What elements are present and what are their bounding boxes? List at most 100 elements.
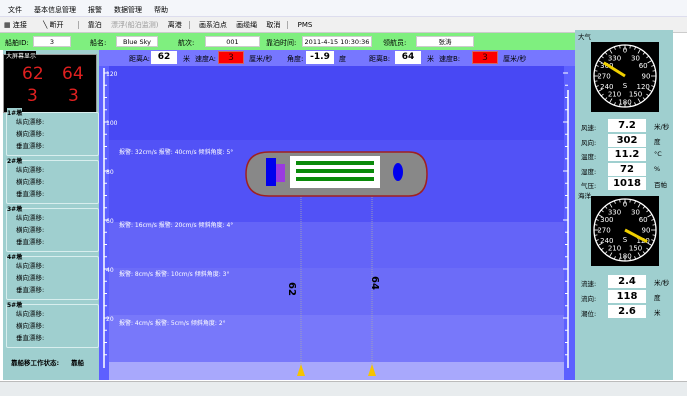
pier-title: 2#墩 xyxy=(7,156,23,165)
toolbar: ▦ 连接 ╲ 断开 靠泊 漂浮(船泊监测) 离港 画系泊点 画缆绳 取消 PMS xyxy=(0,17,687,33)
axis-tick-label: 80 xyxy=(106,169,114,176)
menu-basic-info[interactable]: 基本信息管理 xyxy=(34,6,76,14)
dial-label: 210 xyxy=(608,91,621,99)
dist-b-label: 距离B: xyxy=(369,55,391,63)
disconnect-label: 断开 xyxy=(49,21,64,29)
pier-drift-label: 横向漂移: xyxy=(16,178,45,186)
dial-label: 330 xyxy=(608,54,621,62)
pilot-field[interactable]: 张涛 xyxy=(416,36,474,47)
dial-label: 120 xyxy=(636,83,649,91)
axis-tick-label: 40 xyxy=(106,267,114,274)
angle-label: 角度: xyxy=(287,55,304,63)
float-button[interactable]: 漂浮(船泊监测) xyxy=(111,21,159,29)
ship-id-field[interactable]: 3 xyxy=(33,36,71,47)
dial-s-label: S xyxy=(623,236,628,244)
speed-a-label: 速度A: xyxy=(195,55,217,63)
speed-unit: 厘米/秒 xyxy=(503,55,527,63)
dial-label: 210 xyxy=(608,245,621,253)
reading-label: 潮位: xyxy=(581,310,597,318)
menu-alarm[interactable]: 报警 xyxy=(88,6,102,14)
reading-label: 温度: xyxy=(581,153,597,161)
reading-label: 湿度: xyxy=(581,167,597,176)
dial-label: 30 xyxy=(631,208,640,216)
pier-group: 1#墩 纵向漂移: 横向漂移: 垂直漂移: xyxy=(6,108,99,156)
cable-b-length: 64 xyxy=(369,276,380,290)
dial-label: 150 xyxy=(629,91,642,99)
big-speed-b: 3 xyxy=(68,86,79,106)
reading-value: 302 xyxy=(608,133,646,147)
dist-a-label: 距离A: xyxy=(129,55,151,63)
work-status-label: 靠船移工作状态: xyxy=(11,359,60,367)
angle-value: -1.9 xyxy=(306,51,334,64)
berth-time-field[interactable]: 2011-4-15 10:30:36 xyxy=(302,36,372,47)
ship-name-field[interactable]: Blue Sky xyxy=(116,36,158,47)
pier-drift-label: 垂直漂移: xyxy=(16,334,45,342)
dial-label: 150 xyxy=(629,245,642,253)
bollard-a-icon[interactable] xyxy=(297,364,305,376)
speed-unit: 厘米/秒 xyxy=(249,55,273,63)
speed-b-label: 速度B: xyxy=(439,55,461,63)
pier-drift-label: 横向漂移: xyxy=(16,130,45,138)
divider xyxy=(287,21,289,29)
connect-button[interactable]: ▦ 连接 xyxy=(4,21,27,29)
pier-drift-label: 横向漂移: xyxy=(16,322,45,330)
axis-tick-label: 100 xyxy=(106,120,118,127)
berth-button[interactable]: 靠泊 xyxy=(87,21,102,29)
unit-deg: 度 xyxy=(339,55,346,63)
pier-drift-label: 纵向漂移: xyxy=(16,118,45,126)
pier-drift-label: 横向漂移: xyxy=(16,226,45,234)
reading-value: 7.2 xyxy=(608,119,646,132)
reading-unit: 米/秒 xyxy=(654,279,670,287)
ship-name-label: 船名: xyxy=(90,39,107,47)
reading-value: 72 xyxy=(608,162,646,176)
dial-label: 30 xyxy=(631,54,640,62)
reading-unit: % xyxy=(654,164,661,173)
zone-label: 报警: 32cm/s 报警: 40cm/s 倾斜角度: 5° xyxy=(119,149,234,156)
bollard-b-icon[interactable] xyxy=(368,364,376,376)
menu-help[interactable]: 帮助 xyxy=(154,6,168,14)
sea-title: 海洋 xyxy=(578,192,591,200)
reading-label: 风向: xyxy=(581,138,597,147)
zone-label: 报警: 4cm/s 报警: 5cm/s 倾斜角度: 2° xyxy=(119,320,226,327)
dist-b-value: 64 xyxy=(395,51,421,64)
axis-tick-label: 20 xyxy=(106,316,114,323)
big-dist-a: 62 xyxy=(22,64,44,84)
ship-diagram: 120 100 80 60 40 20 62 64 xyxy=(103,68,569,376)
weather-title: 大气 xyxy=(578,33,591,41)
draw-mooring-point-button[interactable]: 画系泊点 xyxy=(198,21,227,29)
pier-drift-label: 纵向漂移: xyxy=(16,310,45,318)
pms-button[interactable]: PMS xyxy=(297,21,313,29)
menu-data[interactable]: 数据管理 xyxy=(114,6,142,14)
menu-file[interactable]: 文件 xyxy=(8,6,22,14)
reading-value: 2.4 xyxy=(608,275,646,288)
pier-drift-label: 垂直漂移: xyxy=(16,142,45,150)
disconnect-button[interactable]: ╲ 断开 xyxy=(43,21,64,29)
pier-group: 4#墩 纵向漂移: 横向漂移: 垂直漂移: xyxy=(6,252,99,300)
dial-label: 180 xyxy=(618,253,631,261)
pier-drift-label: 垂直漂移: xyxy=(16,190,45,198)
reading-label: 流向: xyxy=(581,295,597,303)
draw-cable-button[interactable]: 画缆绳 xyxy=(236,21,258,29)
dial-label: 300 xyxy=(600,216,613,224)
dist-a-value: 62 xyxy=(151,51,177,64)
measure-strip: 距离A: 62 米 速度A: 3 厘米/秒 角度: -1.9 度 距离B: 64… xyxy=(99,50,575,66)
unit-m: 米 xyxy=(427,55,434,63)
dial-label: 270 xyxy=(597,227,610,235)
big-screen-title: 大屏幕显示 xyxy=(6,51,37,60)
depart-button[interactable]: 离港 xyxy=(167,21,182,29)
ship[interactable] xyxy=(245,151,428,197)
voyage-field[interactable]: 001 xyxy=(205,36,260,47)
zone-label: 报警: 8cm/s 报警: 10cm/s 倾斜角度: 3° xyxy=(119,271,230,278)
monitor-canvas: 距离A: 62 米 速度A: 3 厘米/秒 角度: -1.9 度 距离B: 64… xyxy=(99,50,575,380)
pier-group: 2#墩 纵向漂移: 横向漂移: 垂直漂移: xyxy=(6,156,99,204)
pier-drift-label: 纵向漂移: xyxy=(16,214,45,222)
menu-bar: 文件 基本信息管理 报警 数据管理 帮助 xyxy=(0,0,687,17)
cancel-button[interactable]: 取消 xyxy=(266,21,281,29)
pier-title: 4#墩 xyxy=(7,252,23,261)
left-panel: 大屏幕显示 62 64 3 3 1#墩 纵向漂移: 横向漂移: 垂直漂移: 2#墩 纵向漂… xyxy=(3,50,99,380)
status-bar xyxy=(0,381,687,396)
dial-label: 240 xyxy=(600,237,613,245)
pier-drift-label: 垂直漂移: xyxy=(16,238,45,246)
work-status-value: 靠船 xyxy=(71,359,84,367)
right-panel: 大气 0306090120150180210240270300330S 风速:7… xyxy=(575,30,673,380)
